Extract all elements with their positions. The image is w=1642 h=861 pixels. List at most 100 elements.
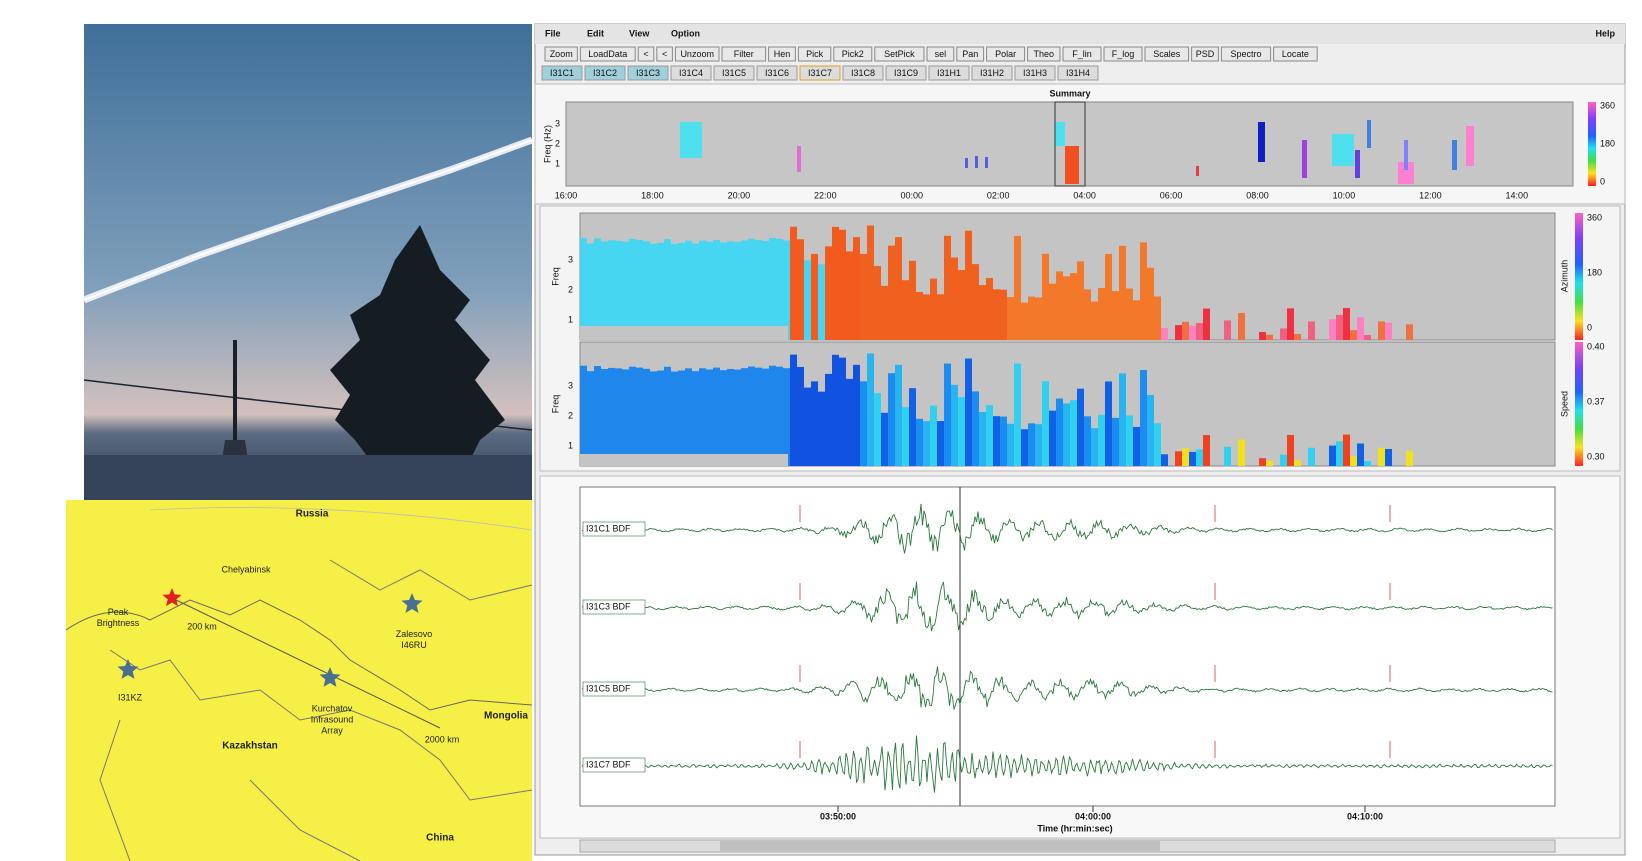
pmcc-azimuth-cell <box>1035 297 1042 340</box>
toolbar-button-label[interactable]: Scales <box>1153 49 1181 59</box>
station-tab-label[interactable]: I31C6 <box>765 68 789 78</box>
toolbar-button[interactable] <box>1191 46 1219 62</box>
toolbar-button-label[interactable]: sel <box>935 49 947 59</box>
toolbar-button-label[interactable]: Filter <box>734 49 754 59</box>
pmcc-speed-cell <box>825 373 832 466</box>
station-tab-label[interactable]: I31C2 <box>593 68 617 78</box>
toolbar-button-label[interactable]: F_lin <box>1072 49 1092 59</box>
toolbar-button-label[interactable]: < <box>662 49 667 59</box>
station-tab[interactable] <box>971 65 1013 81</box>
toolbar-button[interactable] <box>656 46 673 62</box>
pmcc-gap <box>580 454 788 466</box>
station-tab[interactable] <box>799 65 841 81</box>
toolbar-button-label[interactable]: Spectro <box>1230 49 1261 59</box>
menu-item[interactable]: Option <box>671 28 700 38</box>
summary-detection <box>1065 146 1079 184</box>
pmcc-speed-cell <box>979 412 986 466</box>
station-tab-label[interactable]: I31C9 <box>894 68 918 78</box>
toolbar-button[interactable] <box>544 46 578 62</box>
toolbar-button-label[interactable]: F_log <box>1112 49 1135 59</box>
toolbar-button-label[interactable]: Hen <box>774 49 791 59</box>
toolbar-button[interactable] <box>579 46 636 62</box>
toolbar-button-label[interactable]: PSD <box>1196 49 1215 59</box>
station-tab[interactable] <box>928 65 970 81</box>
summary-detection <box>1367 120 1371 148</box>
station-tab-label[interactable]: I31H2 <box>980 68 1004 78</box>
toolbar-button[interactable] <box>986 46 1026 62</box>
station-tab-label[interactable]: I31C7 <box>808 68 832 78</box>
summary-selection <box>1054 101 1086 187</box>
toolbar-button[interactable] <box>1144 46 1190 62</box>
pmcc-azimuth-cell <box>895 237 902 340</box>
toolbar-button-label[interactable]: Theo <box>1034 49 1055 59</box>
summary-detection <box>985 157 988 168</box>
pmcc-speed-cell <box>797 366 804 466</box>
pmcc-speed-cell <box>783 368 790 466</box>
pmcc-speed-cell <box>958 397 965 466</box>
waveform-trace <box>581 503 1553 554</box>
station-tab-label[interactable]: I31C1 <box>550 68 574 78</box>
station-tab-label[interactable]: I31H3 <box>1023 68 1047 78</box>
toolbar-button-label[interactable]: LoadData <box>588 49 627 59</box>
station-tab[interactable] <box>713 65 755 81</box>
toolbar-button[interactable] <box>1027 46 1061 62</box>
toolbar-button-label[interactable]: SetPick <box>884 49 915 59</box>
toolbar-button[interactable] <box>674 46 720 62</box>
pmcc-speed-cell <box>643 368 650 466</box>
menu-item[interactable]: File <box>545 28 561 38</box>
toolbar-button[interactable] <box>1103 46 1143 62</box>
map-star <box>162 588 182 607</box>
toolbar-button-label[interactable]: < <box>643 49 648 59</box>
toolbar-button[interactable] <box>833 46 873 62</box>
pmcc-azimuth-cell <box>769 238 776 340</box>
pmcc-azimuth-cell <box>1259 332 1266 340</box>
toolbar-button[interactable] <box>721 46 767 62</box>
station-tab[interactable] <box>584 65 626 81</box>
pmcc-azimuth-cell <box>1224 320 1231 340</box>
station-tab[interactable] <box>670 65 712 81</box>
station-tab-label[interactable]: I31C5 <box>722 68 746 78</box>
pmcc-speed-cell <box>937 421 944 466</box>
station-tab[interactable] <box>1057 65 1099 81</box>
toolbar-button-label[interactable]: Polar <box>995 49 1016 59</box>
station-tab-label[interactable]: I31C3 <box>636 68 660 78</box>
menu-item[interactable]: Edit <box>587 28 604 38</box>
toolbar-button[interactable] <box>797 46 832 62</box>
toolbar-button[interactable] <box>637 46 655 62</box>
station-tab-label[interactable]: I31H4 <box>1066 68 1090 78</box>
pmcc-speed-cell <box>1294 460 1301 466</box>
pmcc-azimuth-cell <box>1056 271 1063 340</box>
pmcc-speed-cell <box>895 364 902 466</box>
station-tab[interactable] <box>756 65 798 81</box>
station-tab[interactable] <box>541 65 583 81</box>
pmcc-azimuth-cell <box>762 240 769 340</box>
toolbar-button[interactable] <box>768 46 796 62</box>
toolbar-button[interactable] <box>1220 46 1272 62</box>
toolbar-button-label[interactable]: Pick <box>806 49 824 59</box>
station-tab-label[interactable]: I31C8 <box>851 68 875 78</box>
toolbar-button-label[interactable]: Unzoom <box>680 49 714 59</box>
toolbar-button-label[interactable]: Pick2 <box>842 49 864 59</box>
toolbar-button[interactable] <box>956 46 985 62</box>
pmcc-azimuth-cell <box>1364 334 1371 340</box>
menu-item[interactable]: View <box>629 28 650 38</box>
toolbar-button-label[interactable]: Locate <box>1282 49 1309 59</box>
pmcc-speed-cell <box>1014 363 1021 466</box>
station-tab[interactable] <box>627 65 669 81</box>
x-tick-label: 18:00 <box>641 190 664 200</box>
toolbar-button[interactable] <box>926 46 955 62</box>
pmcc-speed-cell <box>1378 447 1385 466</box>
toolbar-button[interactable] <box>874 46 925 62</box>
toolbar-button[interactable] <box>1273 46 1318 62</box>
pmcc-azimuth-cell <box>1112 291 1119 340</box>
menu-item[interactable]: Help <box>1595 28 1615 38</box>
toolbar-button-label[interactable]: Pan <box>962 49 978 59</box>
toolbar-button[interactable] <box>1062 46 1102 62</box>
station-tab[interactable] <box>842 65 884 81</box>
station-tab-label[interactable]: I31H1 <box>937 68 961 78</box>
toolbar-button-label[interactable]: Zoom <box>550 49 573 59</box>
y-tick-label: 3 <box>568 254 573 264</box>
station-tab-label[interactable]: I31C4 <box>679 68 703 78</box>
station-tab[interactable] <box>885 65 927 81</box>
station-tab[interactable] <box>1014 65 1056 81</box>
